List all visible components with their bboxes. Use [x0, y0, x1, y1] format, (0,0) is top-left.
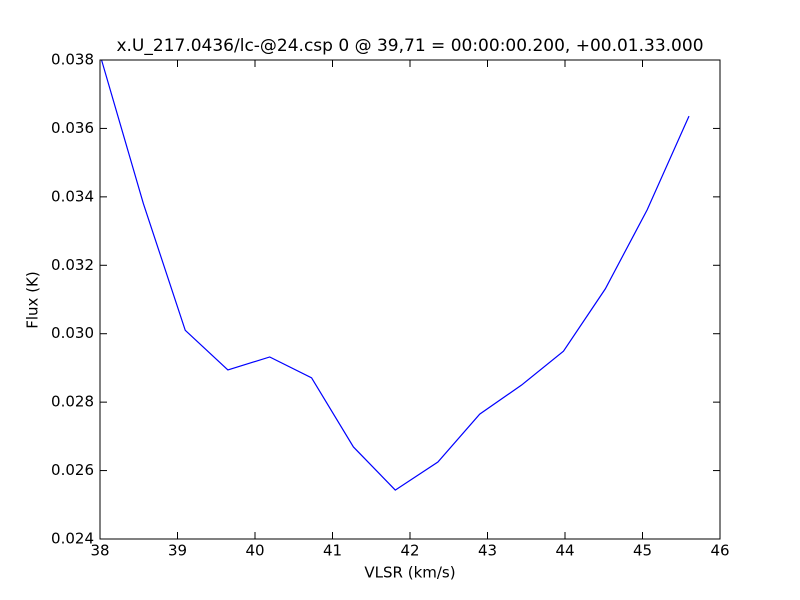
x-tick-label: 45 [633, 542, 652, 560]
y-tick-label: 0.032 [51, 256, 94, 274]
data-line [100, 59, 690, 491]
x-tick-label: 43 [478, 542, 497, 560]
x-tick-label: 39 [168, 542, 187, 560]
y-tick-label: 0.030 [51, 324, 94, 342]
y-tick-label: 0.028 [51, 393, 94, 411]
y-tick-label: 0.036 [51, 119, 94, 137]
x-tick-label: 38 [90, 542, 109, 560]
x-axis-label: VLSR (km/s) [364, 564, 455, 582]
y-tick-label: 0.026 [51, 461, 94, 479]
x-tick-label: 42 [400, 542, 419, 560]
x-tick-label: 41 [323, 542, 342, 560]
chart-title: x.U_217.0436/lc-@24.csp 0 @ 39,71 = 00:0… [116, 36, 703, 56]
plot-frame [99, 59, 721, 540]
y-tick-label: 0.038 [51, 51, 94, 69]
y-tick-label: 0.024 [51, 530, 94, 548]
y-tick-label: 0.034 [51, 187, 94, 205]
x-tick-label: 44 [555, 542, 574, 560]
x-tick-label: 40 [245, 542, 264, 560]
y-axis-label: Flux (K) [24, 271, 42, 329]
x-tick-label: 46 [710, 542, 729, 560]
